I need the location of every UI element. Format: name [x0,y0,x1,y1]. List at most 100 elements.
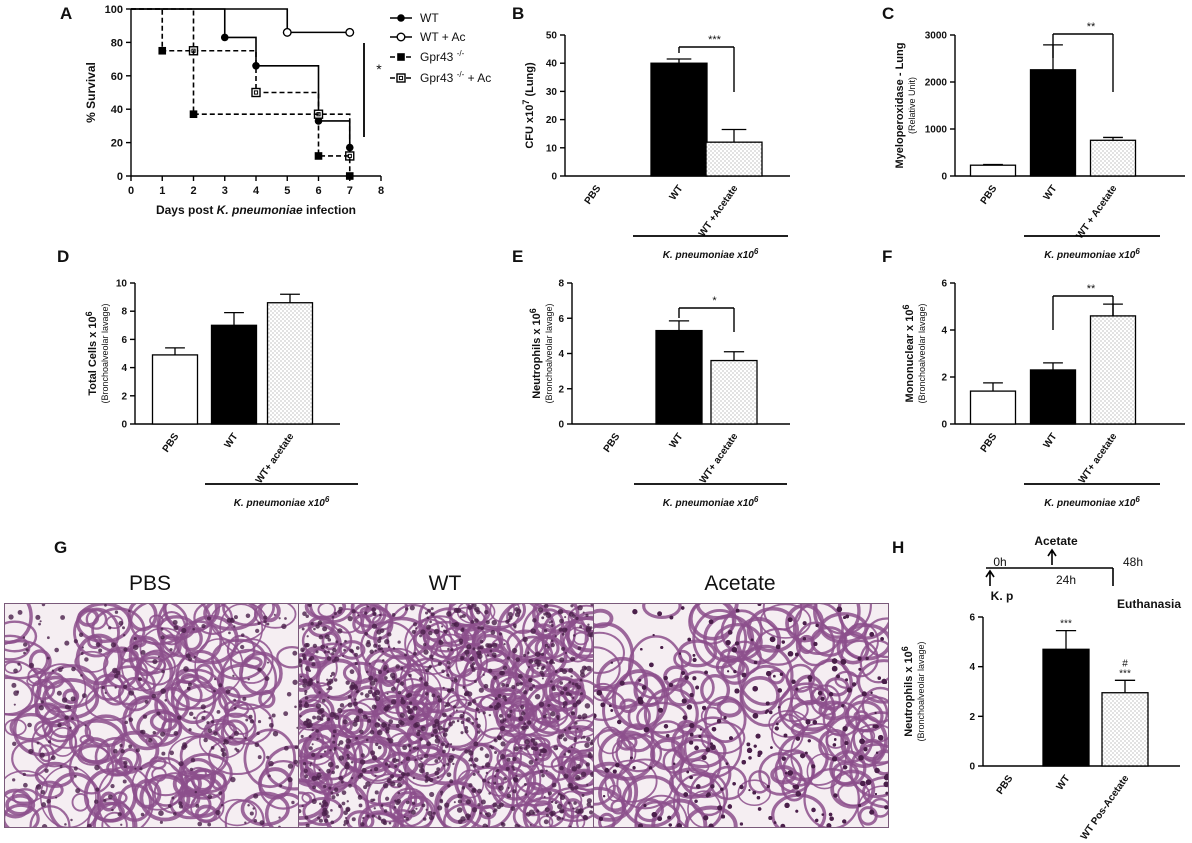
cell-nucleus [524,793,528,796]
h-y-tick-label: 6 [969,613,975,624]
cell-nucleus [794,652,799,657]
alveolar-wall [852,711,888,765]
cell-nucleus [332,740,336,744]
cell-nucleus [506,713,512,718]
cell-nucleus [337,707,343,714]
cell-nucleus [780,823,786,827]
alveolar-wall [737,779,772,807]
e-significance-label: * [712,295,717,307]
cell-nucleus [28,748,34,754]
cell-nucleus [466,817,470,821]
cell-nucleus [266,622,270,626]
cell-nucleus [487,781,490,784]
cell-nucleus [242,696,247,701]
cell-nucleus [292,650,298,656]
cell-nucleus [442,629,446,633]
cell-nucleus [541,773,545,778]
cell-nucleus [437,661,442,666]
cell-nucleus [228,631,231,635]
cell-nucleus [306,635,309,638]
cell-nucleus [447,647,450,651]
cell-nucleus [484,753,490,759]
cell-nucleus [281,623,287,629]
e-y-tick-label: 0 [558,420,564,431]
cell-nucleus [84,724,87,727]
cell-nucleus [832,743,837,747]
alveolar-wall [101,811,128,827]
cell-nucleus [557,792,561,796]
cell-nucleus [347,702,353,708]
cell-nucleus [545,769,548,772]
cell-nucleus [22,636,26,639]
cell-nucleus [573,739,577,743]
alveolar-wall [869,797,888,818]
cell-nucleus [320,804,325,808]
cell-nucleus [367,689,373,695]
panel-letter-d: D [57,247,69,266]
alveolar-wall [75,604,132,644]
cell-nucleus [791,679,796,684]
cell-nucleus [315,703,322,709]
alveolar-wall [808,658,853,711]
cell-nucleus [397,777,400,781]
cell-nucleus [702,705,707,710]
cell-nucleus [465,690,470,695]
alveolar-wall [594,728,633,779]
cell-nucleus [725,640,731,646]
alveolar-wall [616,733,638,751]
cell-nucleus [41,604,46,607]
a-legend-label: WT [420,11,439,25]
a-y-tick-label: 40 [111,104,123,116]
cell-nucleus [779,672,784,676]
cell-nucleus [729,736,733,740]
alveolar-wall [41,705,80,743]
cell-nucleus [517,824,521,827]
cell-nucleus [441,625,444,628]
cell-nucleus [74,775,77,778]
cell-nucleus [299,658,303,663]
e-y-tick-label: 2 [558,384,564,395]
cell-nucleus [75,788,81,794]
cell-nucleus [371,623,378,629]
cell-nucleus [831,658,838,664]
cell-nucleus [484,762,491,768]
cell-nucleus [596,690,603,696]
cell-nucleus [57,722,62,728]
cell-nucleus [103,798,107,803]
cell-nucleus [408,810,411,813]
alveolar-wall [299,707,337,760]
cell-nucleus [388,821,392,825]
cell-nucleus [223,739,227,743]
cell-nucleus [669,615,674,620]
e-category-label: WT+ acetate [698,431,741,486]
cell-nucleus [114,674,119,679]
cell-nucleus [508,615,513,620]
a-series-line [131,8,351,148]
f-y-axis-title: Mononuclear x 106 [901,305,916,403]
e-category-label: WT [668,431,686,450]
cell-nucleus [353,701,358,707]
cell-nucleus [412,622,418,627]
cell-nucleus [128,744,133,749]
cell-nucleus [460,731,464,735]
f-category-label: PBS [979,431,1000,454]
e-bar [655,329,703,425]
cell-nucleus [588,810,593,815]
cell-nucleus [415,807,418,810]
cell-nucleus [390,774,395,779]
cell-nucleus [339,703,345,708]
cell-nucleus [506,757,511,762]
cell-nucleus [522,653,527,657]
panel-letter-g: G [54,538,67,557]
cell-nucleus [388,719,394,724]
cell-nucleus [399,681,405,686]
cell-nucleus [440,790,444,794]
cell-nucleus [449,714,452,718]
cell-nucleus [240,644,245,650]
cell-nucleus [324,634,330,640]
a-x-tick-label: 4 [253,185,260,197]
cell-nucleus [393,805,397,809]
cell-nucleus [563,753,567,756]
cell-nucleus [584,703,591,709]
